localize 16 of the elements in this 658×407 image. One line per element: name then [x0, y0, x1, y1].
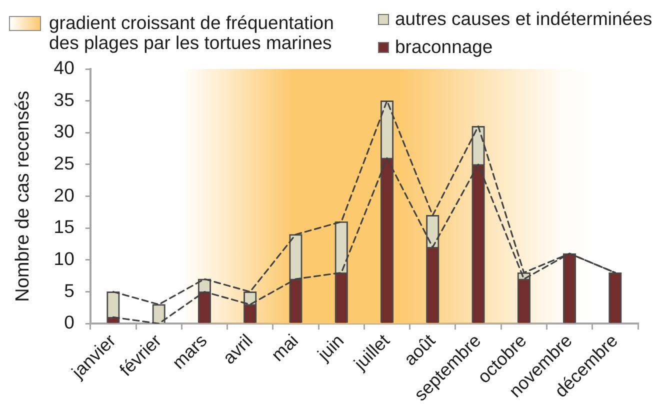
- y-tick-label: 40: [54, 57, 74, 78]
- x-tick-label: avril: [218, 330, 256, 368]
- y-tick-label: 10: [54, 248, 74, 270]
- y-tick-label: 20: [54, 184, 74, 206]
- x-tick-label: juin: [313, 330, 348, 366]
- y-tick-label: 35: [54, 88, 74, 110]
- x-tick-label: mai: [267, 330, 302, 366]
- y-axis-title: Nombre de cas recensés: [12, 90, 34, 302]
- y-tick-label: 0: [64, 312, 74, 333]
- legend-label: gradient croissant de fréquentation des plages par les tortues marines: [49, 12, 335, 53]
- y-tick-label: 15: [54, 216, 74, 238]
- legend-label: autres causes et indéterminées: [395, 8, 652, 29]
- y-tick-label: 5: [64, 280, 74, 301]
- y-tick-label: 30: [54, 120, 74, 142]
- y-tick-label: 25: [54, 152, 74, 174]
- legend-label: braconnage: [395, 36, 493, 57]
